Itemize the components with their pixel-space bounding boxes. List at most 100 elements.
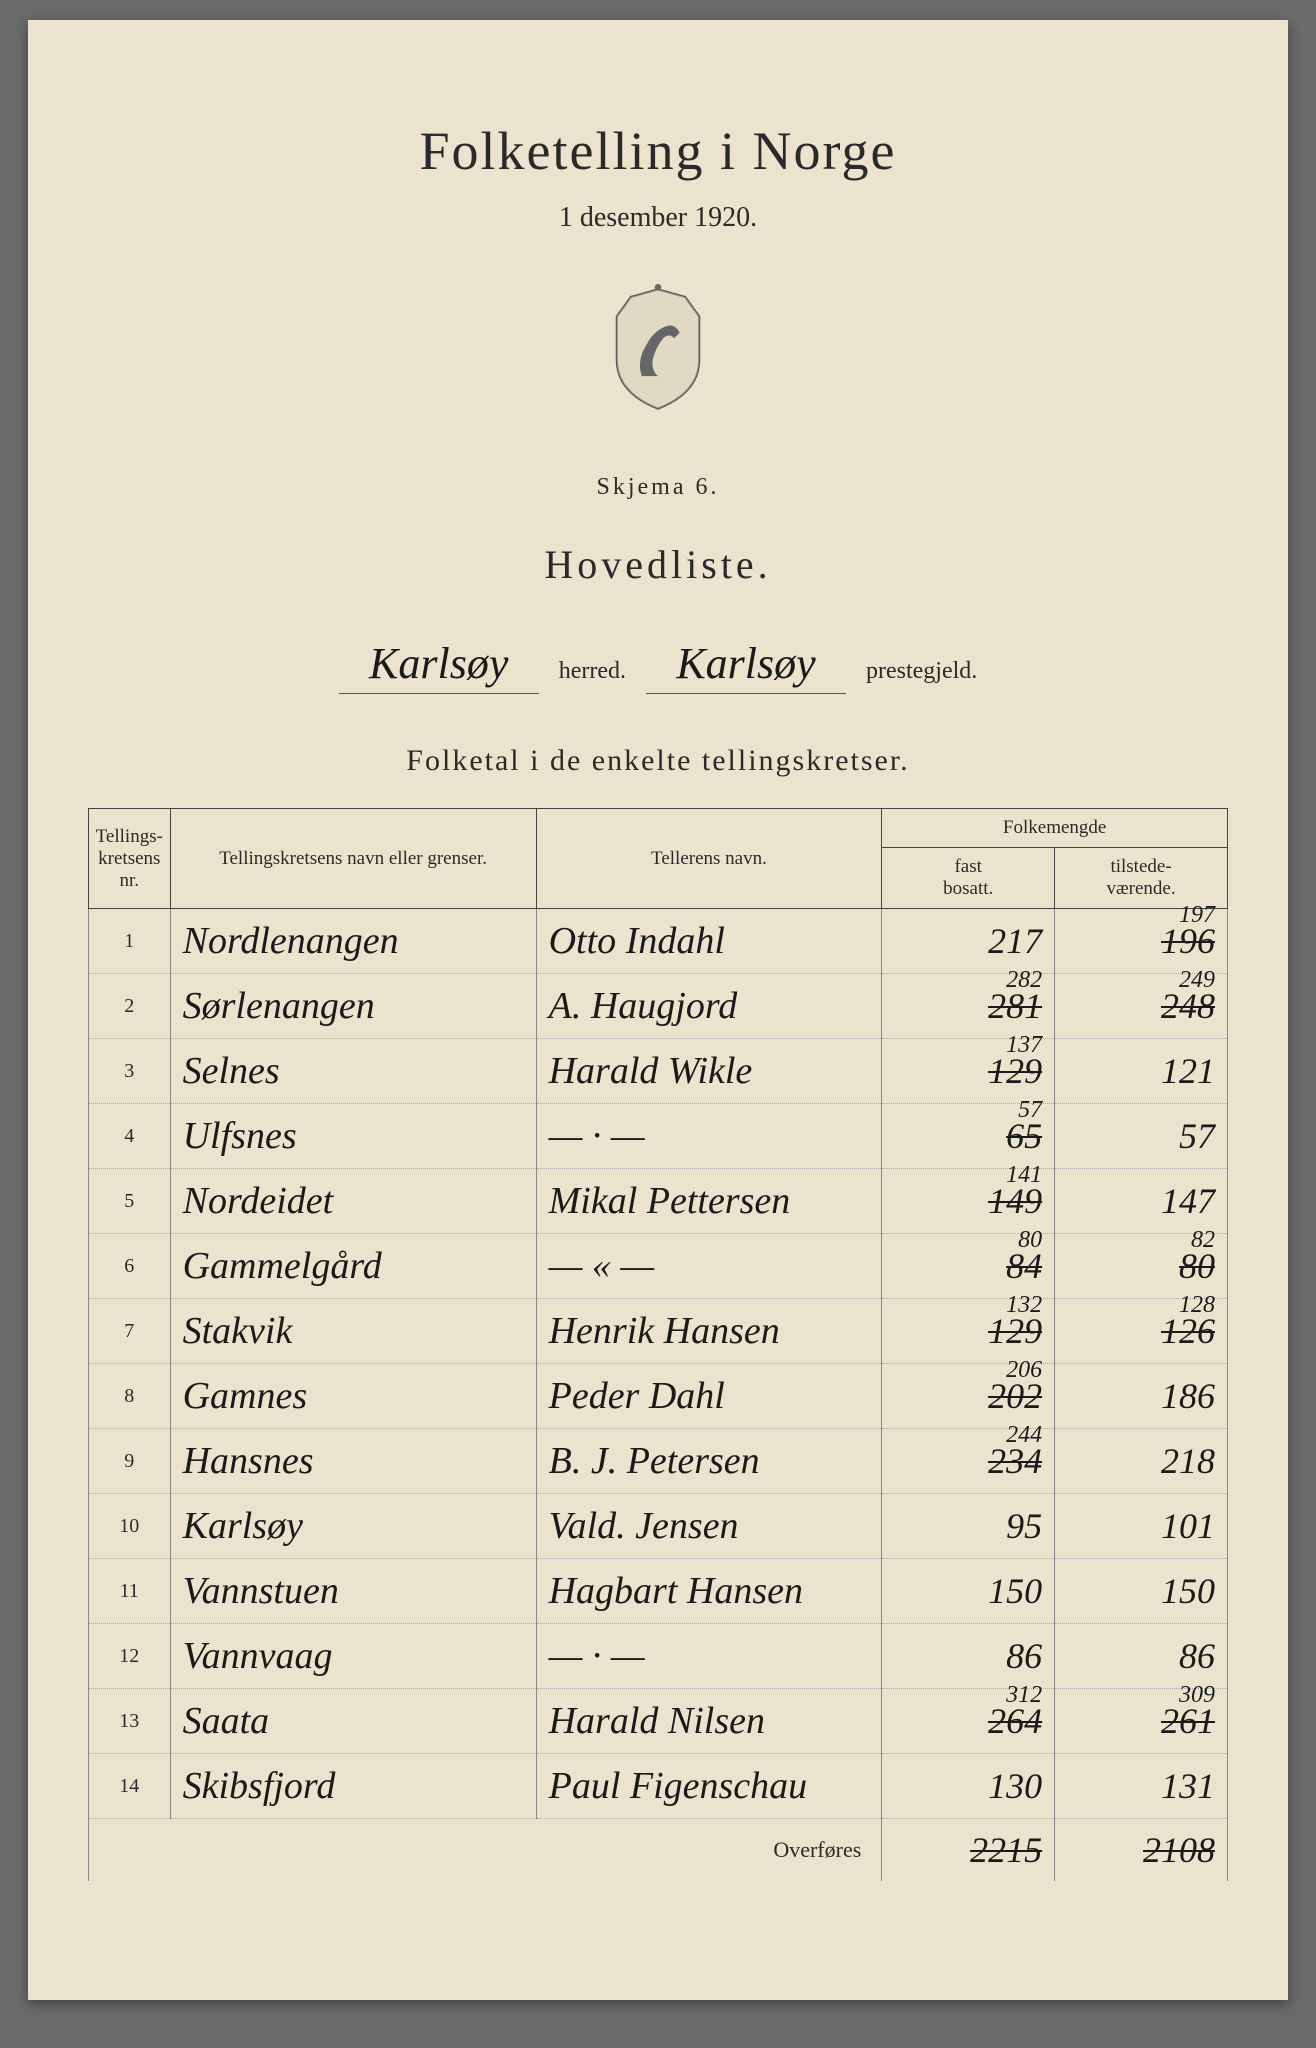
table-head: Tellings- kretsens nr. Tellingskretsens … xyxy=(89,809,1228,909)
row-krets: Sørlenangen xyxy=(170,974,536,1039)
row-nr: 13 xyxy=(89,1689,171,1754)
row-fast: 312264 xyxy=(882,1689,1055,1754)
table-row: 5NordeidetMikal Pettersen141149147 xyxy=(89,1169,1228,1234)
col-teller-header: Tellerens navn. xyxy=(536,809,882,909)
row-nr: 10 xyxy=(89,1494,171,1559)
row-teller: Hagbart Hansen xyxy=(536,1559,882,1624)
row-fast: 130 xyxy=(882,1754,1055,1819)
row-krets: Selnes xyxy=(170,1039,536,1104)
row-krets: Gamnes xyxy=(170,1364,536,1429)
row-krets: Karlsøy xyxy=(170,1494,536,1559)
row-krets: Vannstuen xyxy=(170,1559,536,1624)
row-nr: 5 xyxy=(89,1169,171,1234)
row-teller: Peder Dahl xyxy=(536,1364,882,1429)
row-teller: Paul Figenschau xyxy=(536,1754,882,1819)
row-fast: 137129 xyxy=(882,1039,1055,1104)
table-row: 10KarlsøyVald. Jensen95101 xyxy=(89,1494,1228,1559)
row-tilstede: 101 xyxy=(1055,1494,1228,1559)
table-foot: Overføres 2215 2108 xyxy=(89,1819,1228,1882)
table-row: 14SkibsfjordPaul Figenschau130131 xyxy=(89,1754,1228,1819)
table-row: 11VannstuenHagbart Hansen150150 xyxy=(89,1559,1228,1624)
row-nr: 2 xyxy=(89,974,171,1039)
row-tilstede: 309261 xyxy=(1055,1689,1228,1754)
row-tilstede: 131 xyxy=(1055,1754,1228,1819)
row-fast: 282281 xyxy=(882,974,1055,1039)
row-teller: Henrik Hansen xyxy=(536,1299,882,1364)
row-teller: — « — xyxy=(536,1234,882,1299)
row-krets: Nordeidet xyxy=(170,1169,536,1234)
census-table: Tellings- kretsens nr. Tellingskretsens … xyxy=(88,808,1228,1881)
row-teller: — · — xyxy=(536,1624,882,1689)
row-fast: 150 xyxy=(882,1559,1055,1624)
date-line: 1 desember 1920. xyxy=(88,202,1228,234)
row-nr: 11 xyxy=(89,1559,171,1624)
table-body: 1NordlenangenOtto Indahl2171971962Sørlen… xyxy=(89,909,1228,1819)
table-row: 13SaataHarald Nilsen312264309261 xyxy=(89,1689,1228,1754)
crest-icon xyxy=(603,284,713,414)
row-krets: Nordlenangen xyxy=(170,909,536,974)
row-fast: 95 xyxy=(882,1494,1055,1559)
row-krets: Stakvik xyxy=(170,1299,536,1364)
row-nr: 7 xyxy=(89,1299,171,1364)
row-fast: 132129 xyxy=(882,1299,1055,1364)
col-krets-header: Tellingskretsens navn eller grenser. xyxy=(170,809,536,909)
overfores-label: Overføres xyxy=(89,1819,882,1882)
row-krets: Gammelgård xyxy=(170,1234,536,1299)
overfores-fast: 2215 xyxy=(882,1819,1055,1882)
overfores-tilstede: 2108 xyxy=(1055,1819,1228,1882)
hovedliste-heading: Hovedliste. xyxy=(88,541,1228,588)
row-fast: 5765 xyxy=(882,1104,1055,1169)
row-fast: 244234 xyxy=(882,1429,1055,1494)
row-tilstede: 249248 xyxy=(1055,974,1228,1039)
row-nr: 9 xyxy=(89,1429,171,1494)
row-teller: Mikal Pettersen xyxy=(536,1169,882,1234)
row-fast: 141149 xyxy=(882,1169,1055,1234)
row-nr: 12 xyxy=(89,1624,171,1689)
row-tilstede: 150 xyxy=(1055,1559,1228,1624)
table-row: 3SelnesHarald Wikle137129121 xyxy=(89,1039,1228,1104)
row-tilstede: 128126 xyxy=(1055,1299,1228,1364)
row-teller: Vald. Jensen xyxy=(536,1494,882,1559)
table-caption: Folketal i de enkelte tellingskretser. xyxy=(88,744,1228,778)
row-tilstede: 121 xyxy=(1055,1039,1228,1104)
row-fast: 86 xyxy=(882,1624,1055,1689)
table-row: 7StakvikHenrik Hansen132129128126 xyxy=(89,1299,1228,1364)
herred-value: Karlsøy xyxy=(339,638,539,694)
row-teller: Harald Wikle xyxy=(536,1039,882,1104)
row-teller: B. J. Petersen xyxy=(536,1429,882,1494)
row-tilstede: 57 xyxy=(1055,1104,1228,1169)
table-row: 2SørlenangenA. Haugjord282281249248 xyxy=(89,974,1228,1039)
page-title: Folketelling i Norge xyxy=(88,120,1228,182)
table-row: 8GamnesPeder Dahl206202186 xyxy=(89,1364,1228,1429)
row-tilstede: 218 xyxy=(1055,1429,1228,1494)
col-tilstede-header: tilstede- værende. xyxy=(1055,848,1228,909)
table-row: 4Ulfsnes— · —576557 xyxy=(89,1104,1228,1169)
col-folkemengde-header: Folkemengde xyxy=(882,809,1228,848)
row-teller: Otto Indahl xyxy=(536,909,882,974)
row-nr: 14 xyxy=(89,1754,171,1819)
table-row: 1NordlenangenOtto Indahl217197196 xyxy=(89,909,1228,974)
row-tilstede: 8280 xyxy=(1055,1234,1228,1299)
row-fast: 206202 xyxy=(882,1364,1055,1429)
row-krets: Hansnes xyxy=(170,1429,536,1494)
row-krets: Saata xyxy=(170,1689,536,1754)
row-krets: Ulfsnes xyxy=(170,1104,536,1169)
row-tilstede: 186 xyxy=(1055,1364,1228,1429)
row-teller: Harald Nilsen xyxy=(536,1689,882,1754)
prestegjeld-value: Karlsøy xyxy=(646,638,846,694)
row-nr: 3 xyxy=(89,1039,171,1104)
row-krets: Vannvaag xyxy=(170,1624,536,1689)
prestegjeld-label: prestegjeld. xyxy=(866,658,977,685)
document-page: Folketelling i Norge 1 desember 1920. Sk… xyxy=(28,20,1288,2000)
col-nr-header: Tellings- kretsens nr. xyxy=(89,809,171,909)
skjema-label: Skjema 6. xyxy=(88,474,1228,501)
table-row: 12Vannvaag— · —8686 xyxy=(89,1624,1228,1689)
herred-label: herred. xyxy=(559,658,626,685)
col-fast-header: fast bosatt. xyxy=(882,848,1055,909)
row-nr: 6 xyxy=(89,1234,171,1299)
row-tilstede: 147 xyxy=(1055,1169,1228,1234)
coat-of-arms xyxy=(88,284,1228,414)
row-teller: — · — xyxy=(536,1104,882,1169)
row-nr: 8 xyxy=(89,1364,171,1429)
table-row: 9HansnesB. J. Petersen244234218 xyxy=(89,1429,1228,1494)
